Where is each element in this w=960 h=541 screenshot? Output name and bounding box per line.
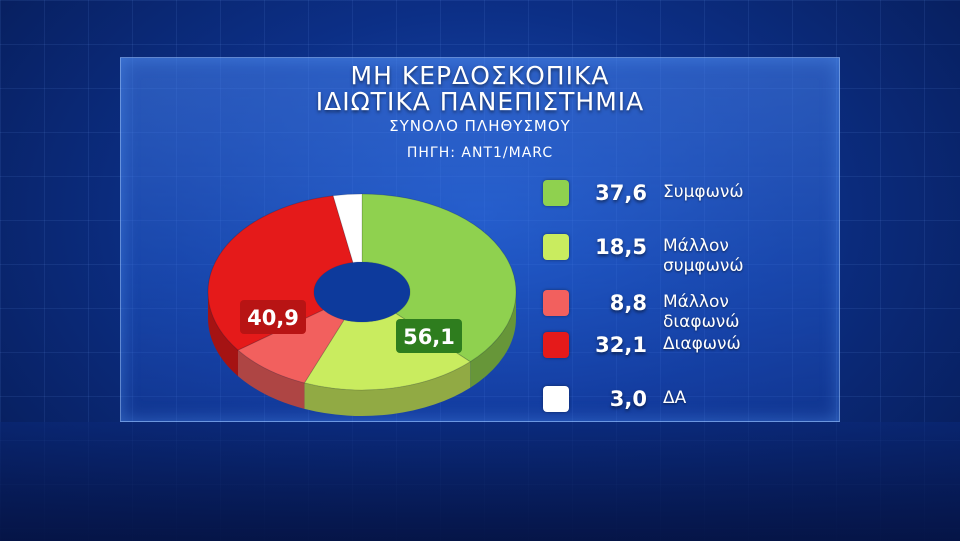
group-label-1: 40,9: [247, 306, 299, 330]
legend-value: 3,0: [609, 387, 647, 411]
donut-side-2: [237, 350, 305, 409]
legend-label: Μάλλον διαφωνώ: [663, 292, 740, 332]
legend-label: Συμφωνώ: [663, 182, 744, 202]
legend-swatch: [543, 234, 569, 260]
legend-swatch: [543, 290, 569, 316]
legend-value: 18,5: [595, 235, 647, 259]
group-label-box-1: [240, 300, 306, 334]
title-line-1: ΜΗ ΚΕΡΔΟΣΚΟΠΙΚΑ: [350, 61, 610, 90]
group-label-0: 56,1: [403, 325, 455, 349]
legend-value: 37,6: [595, 181, 647, 205]
legend-value: 32,1: [595, 333, 647, 357]
donut-side-3: [208, 292, 238, 377]
source-label: ΠΗΓΗ: ΑΝΤ1/MARC: [406, 145, 554, 161]
donut-hole: [314, 262, 410, 322]
legend-label: Διαφωνώ: [663, 334, 741, 354]
legend-label: ΔΑ: [663, 388, 687, 408]
legend-label: Μάλλον συμφωνώ: [663, 236, 744, 276]
legend-swatch: [543, 332, 569, 358]
legend-swatch: [543, 386, 569, 412]
group-label-box-0: [396, 319, 462, 353]
floor-reflection-area: [0, 422, 960, 541]
donut-side-1: [304, 361, 471, 416]
donut-side-0: [470, 292, 516, 388]
title-line-2: ΙΔΙΩΤΙΚΑ ΠΑΝΕΠΙΣΤΗΜΙΑ: [315, 87, 645, 116]
legend-value: 8,8: [609, 291, 647, 315]
subtitle: ΣΥΝΟΛΟ ΠΛΗΘΥΣΜΟΥ: [389, 117, 571, 135]
legend-swatch: [543, 180, 569, 206]
